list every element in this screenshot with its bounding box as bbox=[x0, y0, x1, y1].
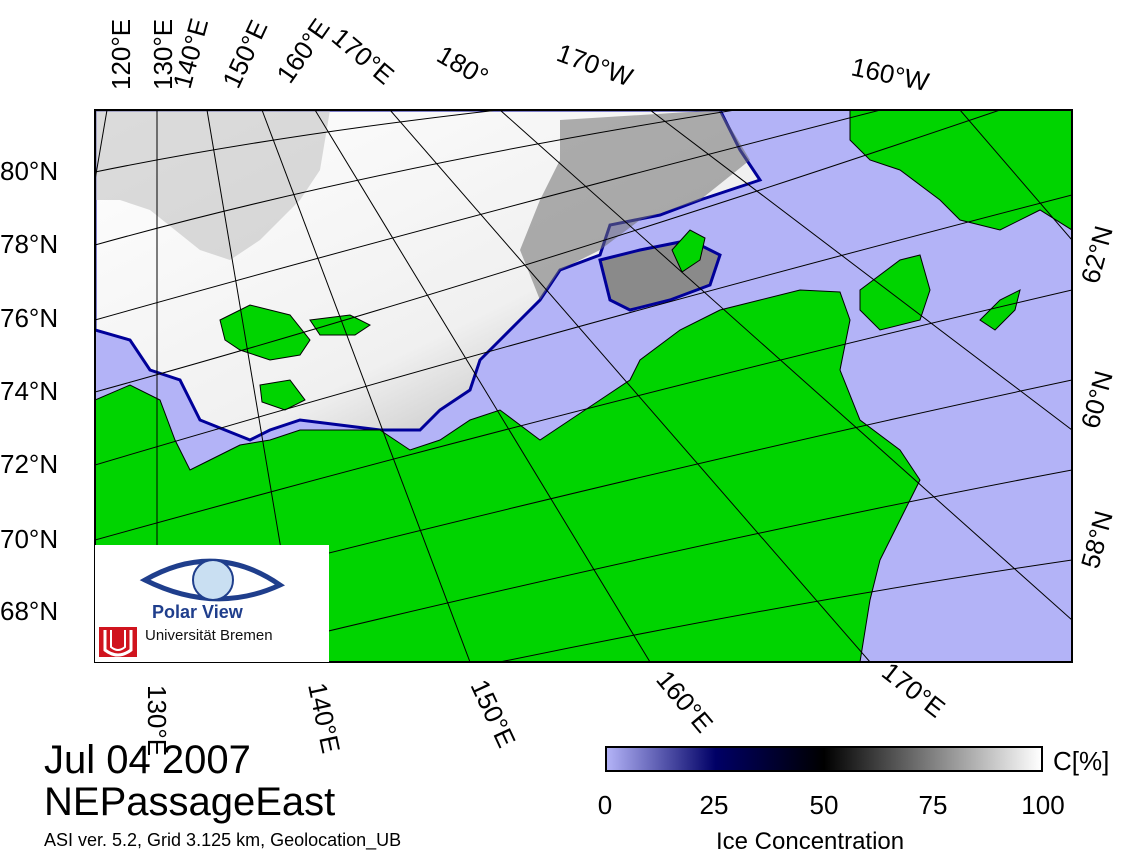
meridian-170W bbox=[649, 110, 1072, 431]
label-bottom-140e: 140°E bbox=[302, 680, 346, 756]
eye-icon bbox=[99, 558, 286, 657]
label-right-60n: 60°N bbox=[1075, 368, 1119, 432]
region-label: NEPassageEast bbox=[44, 780, 336, 824]
colorbar-tick-25: 25 bbox=[699, 790, 729, 820]
meridian-170E bbox=[389, 110, 871, 662]
colorbar-tick-0: 0 bbox=[597, 790, 613, 820]
label-left-68n: 68°N bbox=[0, 596, 58, 626]
colorbar bbox=[605, 746, 1043, 772]
parallel-64N bbox=[499, 559, 1072, 662]
label-left-70n: 70°N bbox=[0, 524, 58, 554]
info-label: ASI ver. 5.2, Grid 3.125 km, Geolocation… bbox=[44, 830, 402, 850]
meridian-180 bbox=[499, 110, 1072, 621]
parallel-80N bbox=[95, 110, 503, 173]
label-top-180: 180° bbox=[432, 39, 494, 92]
label-top-130e: 130°E bbox=[148, 19, 178, 90]
label-top-170e: 170°E bbox=[326, 22, 400, 91]
colorbar-unit: C[%] bbox=[1053, 746, 1110, 776]
colorbar-tick-100: 100 bbox=[1021, 790, 1065, 820]
meridian-150E bbox=[261, 110, 471, 662]
meridian-160E bbox=[314, 110, 651, 662]
label-top-160e: 160°E bbox=[270, 13, 335, 88]
label-left-76n: 76°N bbox=[0, 303, 58, 333]
label-left-80n: 80°N bbox=[0, 156, 58, 186]
meridian-120E bbox=[95, 110, 108, 181]
label-top-160w: 160°W bbox=[849, 52, 932, 98]
map-frame bbox=[94, 109, 1073, 663]
meridian-160W bbox=[959, 110, 1072, 241]
label-right-62n: 62°N bbox=[1075, 223, 1119, 287]
label-left-74n: 74°N bbox=[0, 376, 58, 406]
label-bottom-150e: 150°E bbox=[465, 675, 522, 752]
label-left-72n: 72°N bbox=[0, 449, 58, 479]
colorbar-title: Ice Concentration bbox=[716, 828, 905, 855]
label-bottom-130e: 130°E bbox=[142, 685, 172, 756]
land-island-small bbox=[309, 314, 371, 336]
colorbar-tick-50: 50 bbox=[809, 790, 839, 820]
land-wrangel-island bbox=[671, 229, 706, 273]
parallel-76N bbox=[95, 110, 883, 321]
parallel-70N bbox=[95, 289, 1072, 541]
logo-institution: Universität Bremen bbox=[145, 627, 273, 644]
colorbar-tick-75: 75 bbox=[918, 790, 948, 820]
land-alaska bbox=[849, 110, 1072, 231]
land-st-lawrence-island bbox=[979, 289, 1021, 331]
parallel-74N bbox=[95, 110, 1001, 393]
logo-title: Polar View bbox=[152, 602, 243, 622]
label-top-120e: 120°E bbox=[106, 19, 136, 90]
label-top-170w: 170°W bbox=[553, 37, 637, 92]
parallel-78N bbox=[95, 110, 739, 246]
land-island-kotelny bbox=[259, 379, 306, 411]
ice-marginal-zone bbox=[520, 110, 750, 300]
polar-view-logo: Polar View Universität Bremen bbox=[95, 545, 329, 662]
parallel-66N bbox=[199, 469, 1072, 662]
label-bottom-170e: 170°E bbox=[876, 656, 951, 723]
label-right-58n: 58°N bbox=[1075, 508, 1119, 572]
parallel-72N bbox=[95, 194, 1072, 466]
date-label: Jul 04 2007 bbox=[44, 738, 251, 782]
label-left-78n: 78°N bbox=[0, 229, 58, 259]
label-top-150e: 150°E bbox=[216, 15, 273, 92]
land-chukotka-east bbox=[859, 254, 931, 331]
ice-west-grey bbox=[95, 110, 330, 260]
label-bottom-160e: 160°E bbox=[650, 665, 719, 739]
